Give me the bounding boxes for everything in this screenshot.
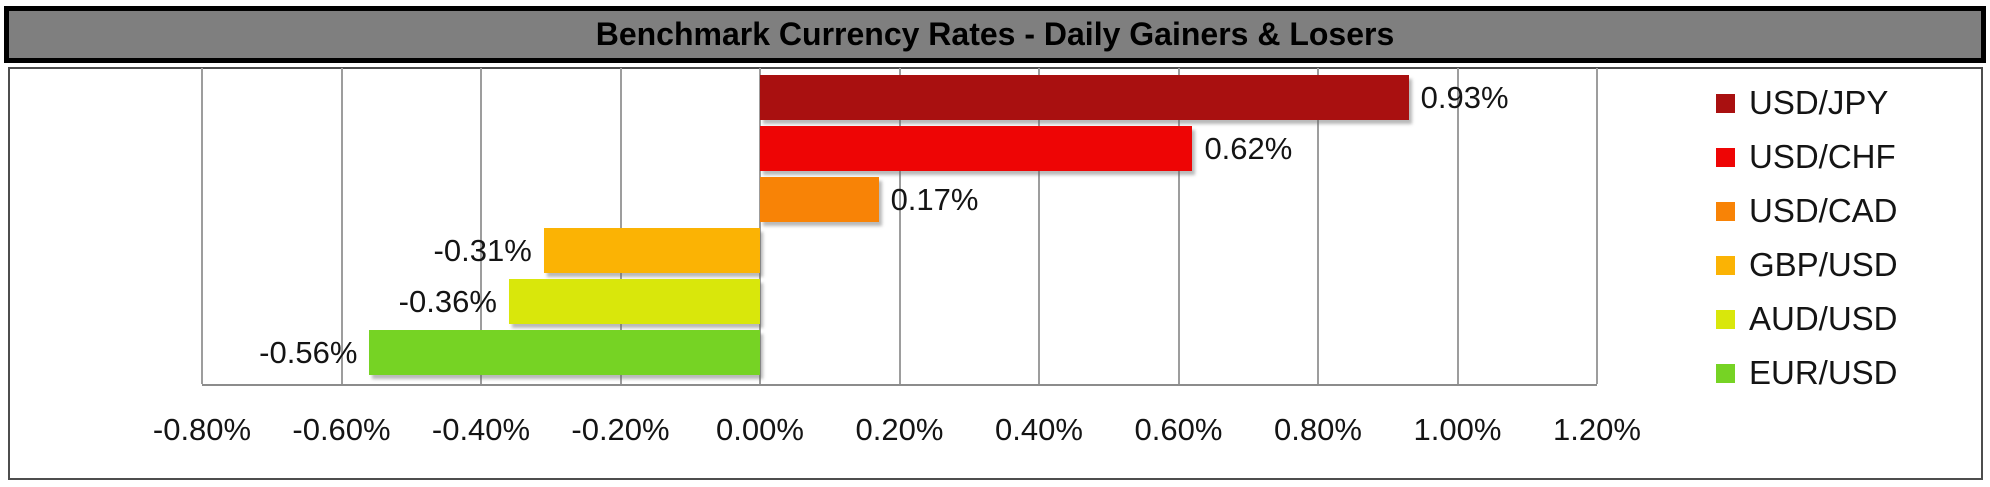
gridline-0.60%	[1177, 68, 1180, 384]
x-axis-tick-label: 0.80%	[1274, 412, 1362, 447]
x-axis-tick-label: 0.60%	[1134, 412, 1223, 447]
x-axis-tick-label: -0.40%	[431, 412, 531, 447]
bar-USD/CAD	[760, 177, 879, 222]
data-label-GBP/USD: -0.31%	[433, 232, 532, 268]
legend-swatch-icon	[1716, 255, 1735, 275]
data-label-USD/CAD: 0.17%	[890, 181, 979, 217]
bar-GBP/USD	[543, 228, 760, 273]
x-axis-tick-label: 1.20%	[1553, 412, 1641, 447]
legend-item-USD/JPY: USD/JPY	[1716, 76, 1898, 130]
x-axis-tick-label: 1.00%	[1413, 412, 1502, 447]
legend-swatch-icon	[1716, 309, 1735, 329]
legend-item-AUD/USD: AUD/USD	[1716, 292, 1898, 346]
legend-swatch-icon	[1716, 363, 1735, 383]
chart-title: Benchmark Currency Rates - Daily Gainers…	[595, 16, 1395, 52]
legend-item-USD/CHF: USD/CHF	[1716, 130, 1898, 184]
x-axis-tick-label: 0.40%	[995, 412, 1083, 447]
legend-item-USD/CAD: USD/CAD	[1716, 184, 1898, 238]
bar-USD/JPY	[760, 75, 1409, 120]
gridline-1.20%	[1596, 68, 1598, 384]
legend-label: EUR/USD	[1749, 354, 1898, 391]
legend-label: AUD/USD	[1749, 300, 1898, 337]
legend-swatch-icon	[1716, 201, 1735, 221]
legend-swatch-icon	[1716, 147, 1735, 167]
legend-label: USD/CAD	[1749, 192, 1898, 229]
chart-title-bar: Benchmark Currency Rates - Daily Gainers…	[4, 6, 1986, 63]
x-axis-tick-label: 0.00%	[716, 412, 804, 447]
legend: USD/JPY USD/CHF USD/CAD GBP/USD AUD/USD EUR/U…	[1716, 76, 1898, 400]
gridline-0.00%	[759, 68, 761, 384]
gridline--0.60%	[340, 68, 343, 384]
x-axis-tick-label: -0.20%	[571, 412, 670, 447]
bar-USD/CHF	[760, 126, 1193, 171]
legend-label: USD/CHF	[1749, 138, 1896, 175]
gridline-0.80%	[1317, 68, 1319, 384]
gridline--0.20%	[619, 68, 622, 384]
legend-item-GBP/USD: GBP/USD	[1716, 238, 1898, 292]
gridline--0.80%	[201, 68, 203, 384]
data-label-AUD/USD: -0.36%	[398, 283, 497, 319]
data-label-USD/CHF: 0.62%	[1204, 130, 1293, 166]
legend-label: GBP/USD	[1749, 246, 1898, 283]
legend-swatch-icon	[1716, 93, 1735, 113]
bar-EUR/USD	[369, 330, 760, 375]
bar-AUD/USD	[508, 279, 760, 324]
gridline-1.00%	[1456, 68, 1459, 384]
legend-item-EUR/USD: EUR/USD	[1716, 346, 1898, 400]
x-axis-tick-label: 0.20%	[855, 412, 944, 447]
gridline-0.20%	[898, 68, 901, 384]
plot-area: -0.80% -0.60% -0.40% -0.20% 0.00% 0.20% 0.40% 0…	[153, 68, 1641, 447]
gridline--0.40%	[480, 68, 482, 384]
data-label-USD/JPY: 0.93%	[1420, 79, 1509, 115]
legend-label: USD/JPY	[1749, 84, 1889, 121]
x-axis-tick-label: -0.60%	[292, 412, 391, 447]
gridline-0.40%	[1038, 68, 1040, 384]
data-label-EUR/USD: -0.56%	[259, 334, 358, 370]
x-axis-tick-label: -0.80%	[152, 412, 252, 447]
